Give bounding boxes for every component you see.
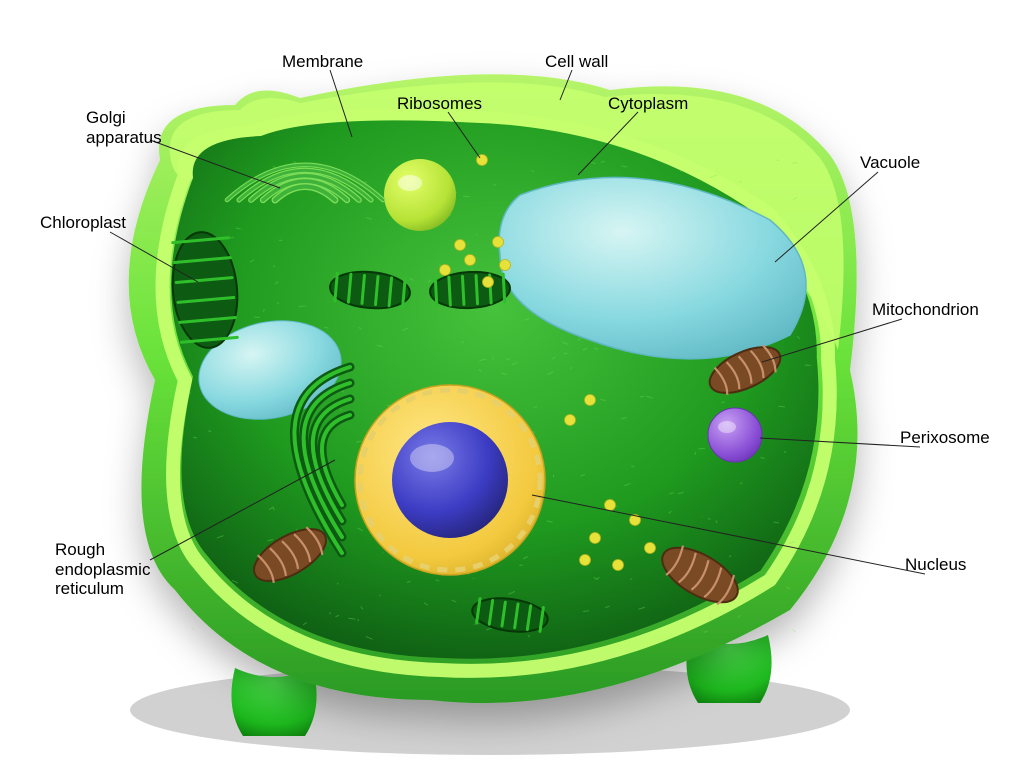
- label-nucleus: Nucleus: [905, 555, 966, 575]
- label-golgi: Golgi apparatus: [86, 108, 162, 147]
- label-perixosome: Perixosome: [900, 428, 990, 448]
- ribosome: [645, 543, 656, 554]
- ribosome: [580, 555, 591, 566]
- peroxisome: [708, 408, 762, 462]
- label-membrane: Membrane: [282, 52, 363, 72]
- label-ribosomes: Ribosomes: [397, 94, 482, 114]
- label-rer: Rough endoplasmic reticulum: [55, 540, 150, 599]
- ribosome: [585, 395, 596, 406]
- ribosome: [605, 500, 616, 511]
- ribosome: [440, 265, 451, 276]
- ribosome: [590, 533, 601, 544]
- ribosome: [493, 237, 504, 248]
- label-cytoplasm: Cytoplasm: [608, 94, 688, 114]
- label-mitochondrion: Mitochondrion: [872, 300, 979, 320]
- ribosome: [500, 260, 511, 271]
- ribosome: [483, 277, 494, 288]
- label-vacuole: Vacuole: [860, 153, 920, 173]
- label-chloroplast: Chloroplast: [40, 213, 126, 233]
- ribosome: [465, 255, 476, 266]
- vesicle: [384, 159, 456, 231]
- ribosome: [613, 560, 624, 571]
- ribosome: [455, 240, 466, 251]
- ribosome: [565, 415, 576, 426]
- label-cellwall: Cell wall: [545, 52, 608, 72]
- nucleolus: [392, 422, 508, 538]
